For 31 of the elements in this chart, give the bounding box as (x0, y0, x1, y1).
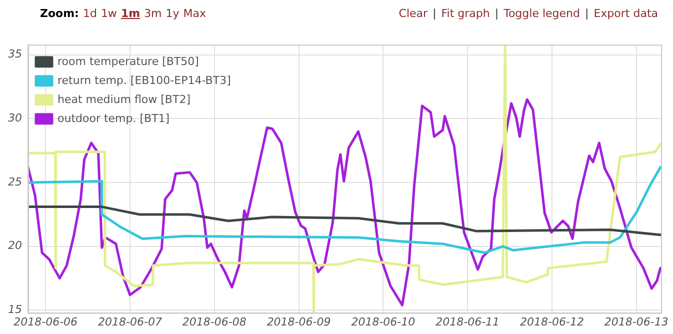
y-tick-label: 20 (8, 239, 22, 252)
x-tick-label: 2018-06-08 (182, 315, 246, 328)
legend-label: return temp. [EB100-EP14-BT3] (57, 74, 231, 87)
y-tick-label: 35 (8, 48, 22, 61)
legend-label: room temperature [BT50] (57, 54, 199, 68)
x-tick-label: 2018-06-12 (520, 315, 584, 328)
text: | (585, 7, 589, 20)
y-tick-label: 30 (8, 112, 22, 125)
text: Fit graph (441, 7, 490, 20)
x-tick-label: 2018-06-10 (351, 315, 416, 328)
legend-label: outdoor temp. [BT1] (57, 112, 170, 125)
text: 1d (82, 7, 97, 20)
text: | (494, 7, 499, 20)
text: Toggle legend (504, 7, 580, 20)
text: Zoom: (40, 7, 79, 20)
text: Export data (594, 7, 658, 20)
y-tick-label: 25 (8, 175, 22, 188)
text: 1y (166, 7, 180, 20)
text: | (432, 7, 436, 20)
x-tick-label: 2018-06-11 (436, 315, 500, 328)
x-tick-label: 2018-06-07 (98, 315, 162, 328)
x-tick-label: 2018-06-13 (604, 315, 668, 328)
x-tick-label: 2018-06-06 (14, 315, 78, 328)
text: 1m (120, 7, 140, 20)
text: Max (183, 7, 206, 20)
x-tick-label: 2018-06-09 (266, 315, 331, 328)
text: Clear (398, 7, 428, 20)
text: 1w (100, 7, 117, 20)
y-tick-label: 15 (8, 303, 22, 316)
text: 3m (144, 7, 162, 20)
legend-label: heat medium flow [BT2] (57, 92, 190, 106)
